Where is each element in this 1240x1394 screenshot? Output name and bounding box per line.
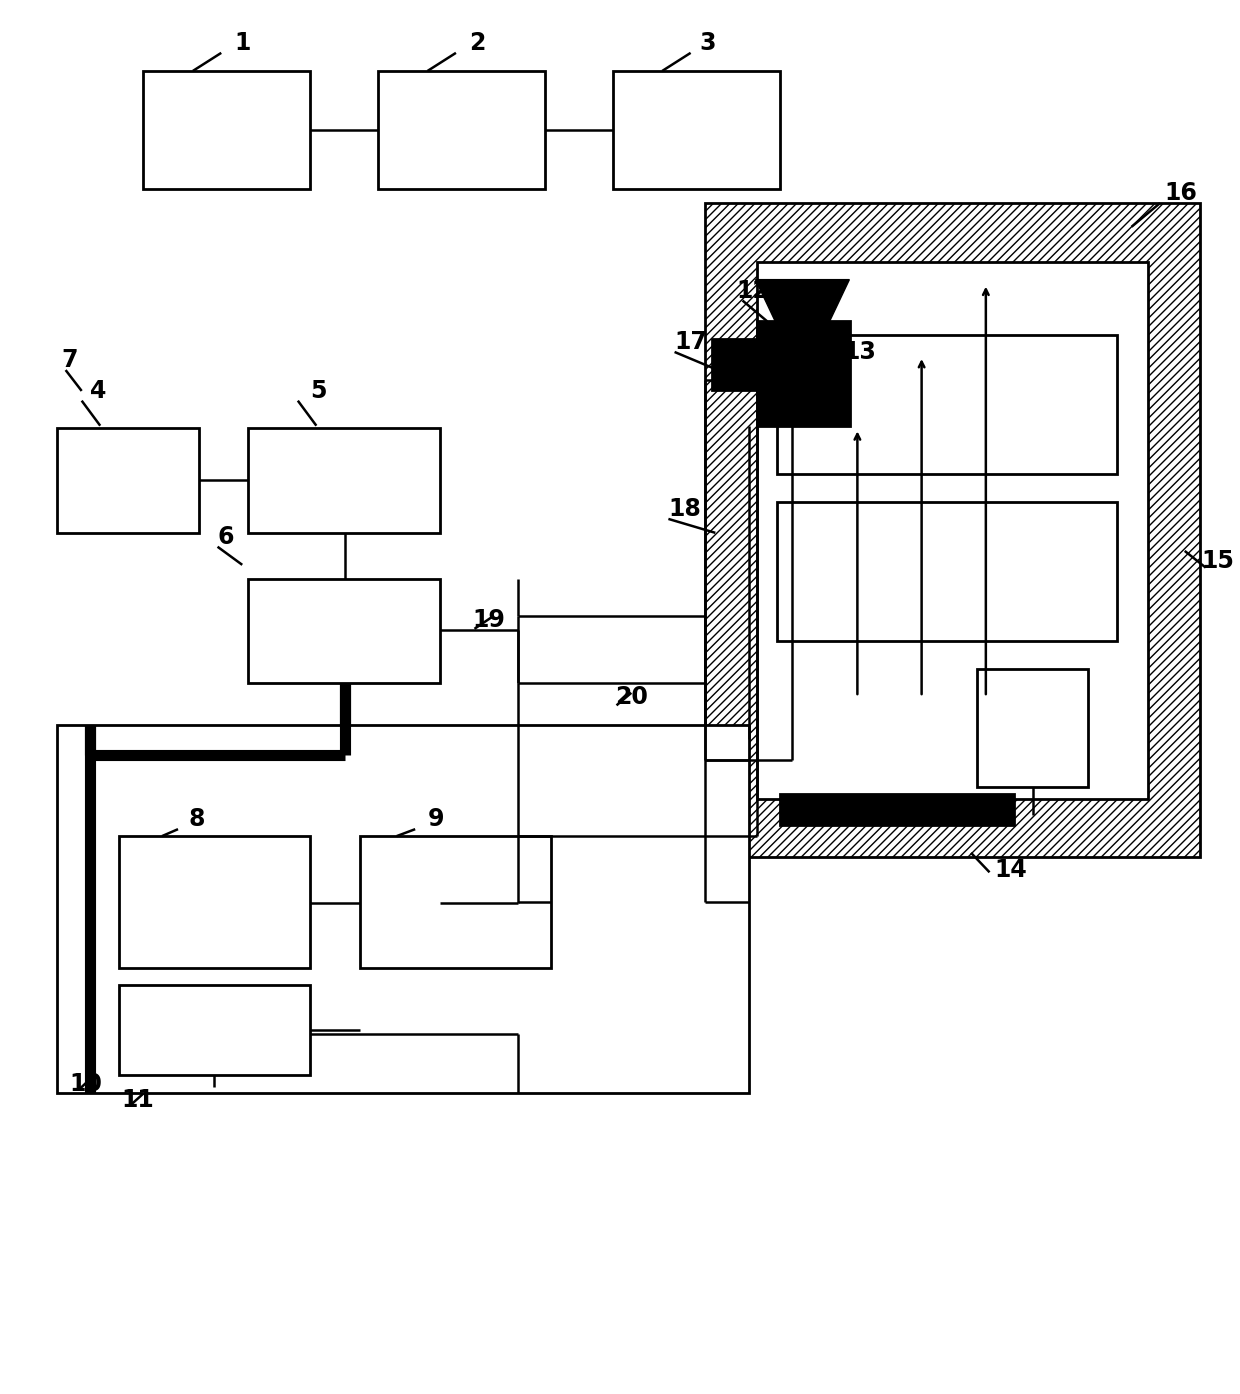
Bar: [360, 836, 551, 969]
Text: 16: 16: [1164, 181, 1198, 205]
Text: 6: 6: [218, 526, 234, 549]
Text: 19: 19: [472, 609, 506, 633]
Bar: [57, 725, 749, 1093]
Bar: [758, 262, 1148, 799]
Bar: [712, 340, 758, 389]
Text: 10: 10: [69, 1072, 102, 1096]
Bar: [248, 428, 440, 533]
Bar: [780, 795, 1014, 825]
Text: 20: 20: [615, 684, 647, 710]
Bar: [119, 986, 310, 1075]
Text: 9: 9: [428, 807, 444, 831]
Text: 15: 15: [1202, 549, 1235, 573]
Text: 17: 17: [675, 330, 707, 354]
Text: 2: 2: [469, 31, 485, 56]
Bar: [758, 322, 849, 425]
Text: 3: 3: [699, 31, 717, 56]
Text: 4: 4: [89, 379, 105, 403]
Text: 8: 8: [188, 807, 205, 831]
Bar: [777, 502, 1117, 641]
Bar: [248, 579, 440, 683]
Polygon shape: [755, 280, 849, 322]
Text: 12: 12: [737, 279, 769, 302]
Bar: [777, 336, 1117, 474]
Bar: [706, 204, 1199, 857]
Text: 11: 11: [120, 1089, 154, 1112]
Bar: [977, 669, 1089, 788]
Text: 7: 7: [61, 348, 78, 372]
Bar: [613, 71, 780, 190]
Text: 18: 18: [668, 498, 701, 521]
Text: 13: 13: [843, 340, 877, 364]
Bar: [144, 71, 310, 190]
Bar: [57, 428, 200, 533]
Bar: [378, 71, 544, 190]
Text: 1: 1: [234, 31, 250, 56]
Bar: [119, 836, 310, 969]
Text: 14: 14: [994, 857, 1027, 881]
Text: 5: 5: [310, 379, 327, 403]
